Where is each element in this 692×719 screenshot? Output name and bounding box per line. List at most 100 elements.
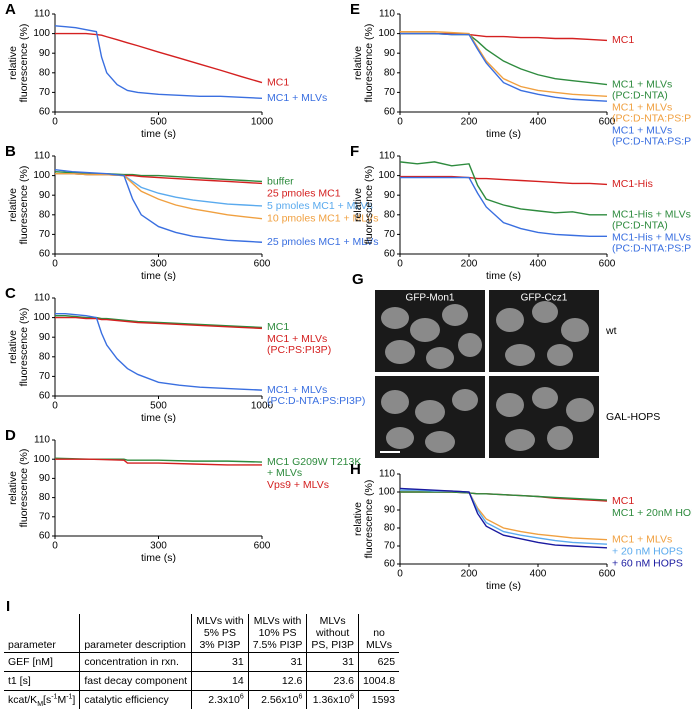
cell-text: GEF [nM] — [8, 656, 53, 668]
legend-label: MC1-His + MLVs — [612, 209, 691, 221]
table-cell: 2.56x106 — [247, 690, 307, 709]
x-axis-label: time (s) — [486, 270, 521, 282]
legend-label: MC1 — [612, 34, 634, 46]
x-tick-label: 300 — [150, 259, 167, 270]
y-axis-label: fluorescence (%) — [18, 308, 30, 387]
y-tick-label: 90 — [384, 190, 396, 201]
cell-text: 31 — [232, 656, 244, 668]
cell-sup: 6 — [350, 693, 354, 701]
cell-text: 12.6 — [281, 675, 303, 687]
y-tick-label: 110 — [34, 9, 50, 20]
y-axis-label: relative — [7, 471, 19, 505]
trace — [400, 489, 608, 545]
header-text: 5% PS — [203, 627, 236, 639]
y-axis-label: fluorescence (%) — [18, 449, 30, 528]
legend-label: MC1 + MLVs — [612, 78, 672, 90]
legend-label: MC1 — [267, 321, 289, 333]
header-text: 3% PI3P — [199, 639, 241, 651]
cell-text: 14 — [232, 675, 244, 687]
y-tick-label: 110 — [34, 435, 50, 446]
trace — [400, 30, 608, 98]
panel-label: H — [350, 461, 361, 478]
y-tick-label: 60 — [384, 249, 396, 260]
header-text: PS, PI3P — [311, 639, 354, 651]
y-tick-label: 60 — [39, 531, 51, 542]
trace — [55, 312, 263, 391]
x-tick-label: 1000 — [251, 117, 274, 128]
header-text: 10% PS — [258, 627, 297, 639]
legend-label: MC1 + MLVs — [267, 384, 327, 396]
x-axis-label: time (s) — [486, 128, 521, 140]
header-cell: no MLVs — [357, 614, 400, 653]
header-text: 7.5% PI3P — [252, 639, 303, 651]
cell-text: 1.36x10 — [312, 694, 351, 706]
table-cell: 1593 — [357, 690, 400, 709]
y-tick-label: 70 — [384, 229, 396, 240]
y-axis-label: relative — [7, 188, 19, 222]
legend-label: + 20 nM HOPS — [612, 545, 683, 557]
table-cell: 2.3x106 — [191, 690, 249, 709]
y-tick-label: 100 — [378, 487, 395, 498]
cell-text: 31 — [290, 656, 303, 668]
legend-label: MC1 + MLVs — [267, 92, 327, 104]
y-axis-label: fluorescence (%) — [18, 24, 30, 103]
cell-sup: 6 — [239, 693, 244, 701]
table-cell: catalytic efficiency — [79, 690, 192, 709]
y-axis-label: relative — [352, 502, 364, 536]
legend-label: MC1 — [267, 76, 289, 88]
x-axis-label: time (s) — [486, 580, 521, 592]
trace — [55, 458, 262, 466]
trace — [400, 175, 608, 186]
trace — [55, 316, 263, 330]
parameter-table: parameter parameter description MLVs with 5… — [4, 614, 400, 709]
cell-text: catalytic efficiency — [84, 694, 169, 706]
legend-label: + 60 nM HOPS — [612, 557, 683, 569]
column-label: GFP-Mon1 — [406, 293, 455, 304]
panel-label: G — [352, 271, 364, 288]
header-cell: parameter description — [79, 614, 192, 653]
legend-label: MC1 — [612, 495, 634, 507]
legend-label: + MLVs — [267, 467, 302, 479]
y-tick-label: 80 — [39, 351, 51, 362]
header-cell: MLVs with 10% PS 7.5% PI3P — [247, 614, 307, 653]
legend-label: 25 pmoles MC1 — [267, 187, 341, 199]
y-tick-label: 80 — [384, 67, 396, 78]
x-tick-label: 200 — [461, 259, 478, 270]
y-tick-label: 70 — [39, 229, 51, 240]
header-text: MLVs — [366, 639, 393, 651]
row-label: GAL-HOPS — [606, 411, 660, 423]
trace — [55, 172, 263, 207]
panel-label: F — [350, 143, 359, 160]
y-tick-label: 70 — [39, 511, 51, 522]
header-text: MLVs with — [196, 615, 244, 627]
x-tick-label: 300 — [150, 541, 167, 552]
legend-label: Vps9 + MLVs — [267, 479, 329, 491]
y-axis-label: fluorescence (%) — [363, 166, 375, 245]
legend-label: MC1 + MLVs — [267, 333, 327, 345]
x-tick-label: 500 — [150, 117, 167, 128]
trace — [54, 169, 263, 243]
y-tick-label: 90 — [39, 332, 51, 343]
trace — [399, 161, 607, 216]
table-cell: 31 — [247, 652, 307, 672]
panel-label: I — [6, 598, 11, 615]
header-cell: MLVs without PS, PI3P — [306, 614, 359, 653]
x-tick-label: 500 — [150, 401, 167, 412]
legend-label: (PC:D-NTA:PS:PI3P) — [267, 395, 365, 407]
panel-label: D — [5, 427, 16, 444]
y-tick-label: 80 — [384, 523, 396, 534]
y-tick-label: 70 — [384, 87, 396, 98]
table-row: kcat/KM[s-1M-1] catalytic efficiency 2.3x1… — [4, 690, 400, 709]
y-axis-label: fluorescence (%) — [18, 166, 30, 245]
cell-text: M — [57, 694, 67, 706]
y-axis-label: relative — [352, 188, 364, 222]
trace — [400, 491, 608, 502]
table-cell: 23.6 — [306, 671, 359, 691]
y-axis-label: relative — [7, 46, 19, 80]
cell-sub: M — [37, 701, 44, 709]
header-text: no — [373, 627, 385, 639]
panel-label: B — [5, 143, 16, 160]
cell-text: t1 [s] — [8, 675, 31, 687]
panel-label: E — [350, 1, 360, 18]
